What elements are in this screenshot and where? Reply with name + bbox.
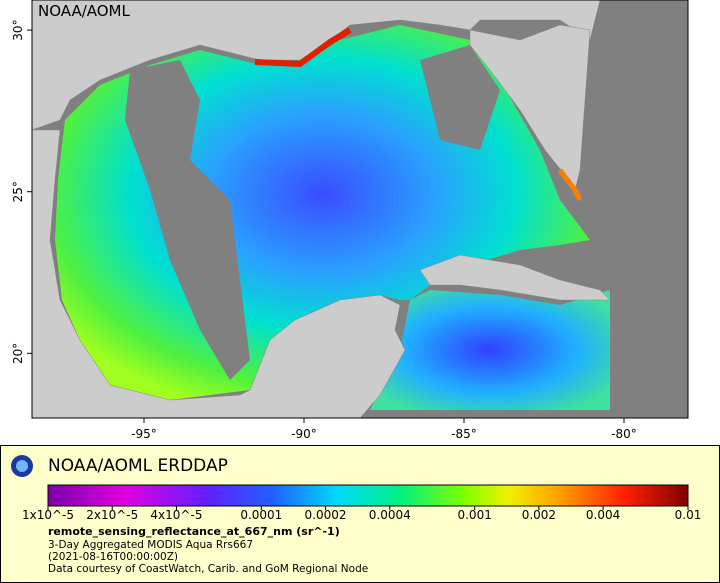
colorbar-tick-label: 0.01: [675, 508, 702, 522]
colorbar-tick-label: 4x10^-5: [150, 508, 202, 522]
legend-info-line: 3-Day Aggregated MODIS Aqua Rrs667: [48, 539, 253, 551]
lon-tick-label: -95°: [131, 427, 157, 441]
legend-info-line: Data courtesy of CoastWatch, Carib. and …: [48, 563, 368, 575]
lat-tick-label: 20°: [11, 343, 25, 364]
land: [419, 254, 611, 301]
map-credit: NOAA/AOML: [38, 2, 131, 20]
noaa-logo-inner: [16, 460, 28, 472]
map-area: NOAA/AOML: [31, 0, 689, 419]
colorbar-tick-label: 0.0002: [305, 508, 347, 522]
legend-info-line: (2021-08-16T00:00:00Z): [48, 551, 178, 563]
colorbar-tick-label: 2x10^-5: [86, 508, 138, 522]
coastal-high-reflectance: [558, 168, 583, 202]
colorbar-tick-label: 0.0001: [240, 508, 282, 522]
lat-tick-label: 30°: [11, 19, 25, 40]
lon-tick-label: -85°: [451, 427, 477, 441]
land: [31, 129, 406, 419]
lat-tick-label: 25°: [11, 181, 25, 202]
colorbar-tick-label: 0.004: [586, 508, 620, 522]
lon-tick-label: -80°: [611, 427, 637, 441]
colorbar-tick-label: 0.001: [457, 508, 491, 522]
cloud: [125, 60, 250, 380]
variable-name: remote_sensing_reflectance_at_667_nm (sr…: [48, 525, 340, 538]
map-frame: [31, 0, 689, 419]
lon-tick-label: -90°: [291, 427, 317, 441]
colorbar-tick-label: 0.0004: [369, 508, 411, 522]
colorbar-tick-label: 1x10^-5: [22, 508, 74, 522]
coastal-high-reflectance: [254, 27, 352, 68]
legend-title: NOAA/AOML ERDDAP: [48, 456, 228, 476]
cloud: [420, 45, 500, 150]
caribbean-data: [370, 290, 610, 410]
colorbar: [47, 484, 689, 507]
colorbar-tick-label: 0.002: [522, 508, 556, 522]
